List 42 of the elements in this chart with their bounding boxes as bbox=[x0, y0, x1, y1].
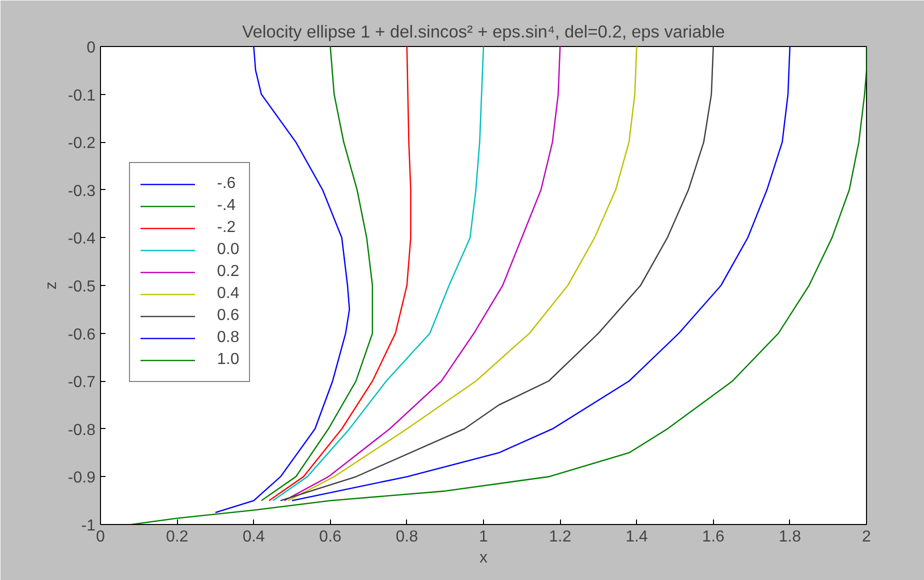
y-tick-label: 0 bbox=[86, 40, 96, 56]
y-tick-label: -0.2 bbox=[68, 135, 96, 152]
legend-label: -.4 bbox=[217, 196, 237, 216]
x-tick-label: 1.8 bbox=[778, 528, 802, 546]
x-tick-label: 0.8 bbox=[396, 528, 418, 546]
y-axis-title: z bbox=[42, 282, 60, 290]
y-tick-label: -1 bbox=[81, 518, 96, 534]
y-tick-label: -0.6 bbox=[68, 326, 96, 344]
y-tick-label: -0.3 bbox=[68, 182, 96, 200]
legend-label: -.2 bbox=[217, 218, 237, 238]
y-tick-label: -0.9 bbox=[68, 470, 96, 487]
x-tick-label: 1.2 bbox=[548, 528, 572, 546]
x-tick-label: 0.2 bbox=[166, 528, 188, 546]
legend-label: -.6 bbox=[217, 174, 237, 194]
y-tick-label: -0.8 bbox=[68, 422, 96, 439]
x-tick-label: 0.6 bbox=[319, 528, 342, 546]
legend-label: 1.0 bbox=[217, 350, 240, 370]
x-tick-label: 1 bbox=[479, 528, 488, 546]
line-series bbox=[130, 46, 866, 524]
y-tick-label: -0.7 bbox=[68, 374, 96, 392]
line-series bbox=[280, 46, 714, 502]
x-tick-label: 0.4 bbox=[242, 528, 265, 546]
line-series bbox=[288, 46, 638, 502]
line-series bbox=[291, 46, 791, 502]
line-series bbox=[284, 46, 561, 502]
line-series bbox=[272, 46, 484, 502]
line-series bbox=[260, 46, 374, 502]
x-tick-label: 2 bbox=[862, 528, 872, 546]
chart-title: Velocity ellipse 1 + del.sincos² + eps.sin⁴, del=0.2, eps variable bbox=[242, 22, 725, 42]
x-tick-label: 1.6 bbox=[702, 528, 725, 546]
y-tick-label: -0.1 bbox=[68, 87, 96, 104]
line-series bbox=[214, 46, 350, 514]
legend-label: 0.4 bbox=[217, 284, 240, 304]
legend-label: 0.0 bbox=[217, 240, 240, 260]
legend-label: 0.6 bbox=[217, 306, 240, 326]
legend-label: 0.2 bbox=[217, 262, 240, 282]
legend-label: 0.8 bbox=[217, 328, 240, 348]
line-series bbox=[268, 46, 412, 502]
y-tick-label: -0.5 bbox=[68, 278, 96, 296]
y-tick-label: -0.4 bbox=[68, 230, 96, 248]
x-tick-label: 1.4 bbox=[626, 528, 648, 546]
x-axis-title: x bbox=[480, 550, 488, 566]
